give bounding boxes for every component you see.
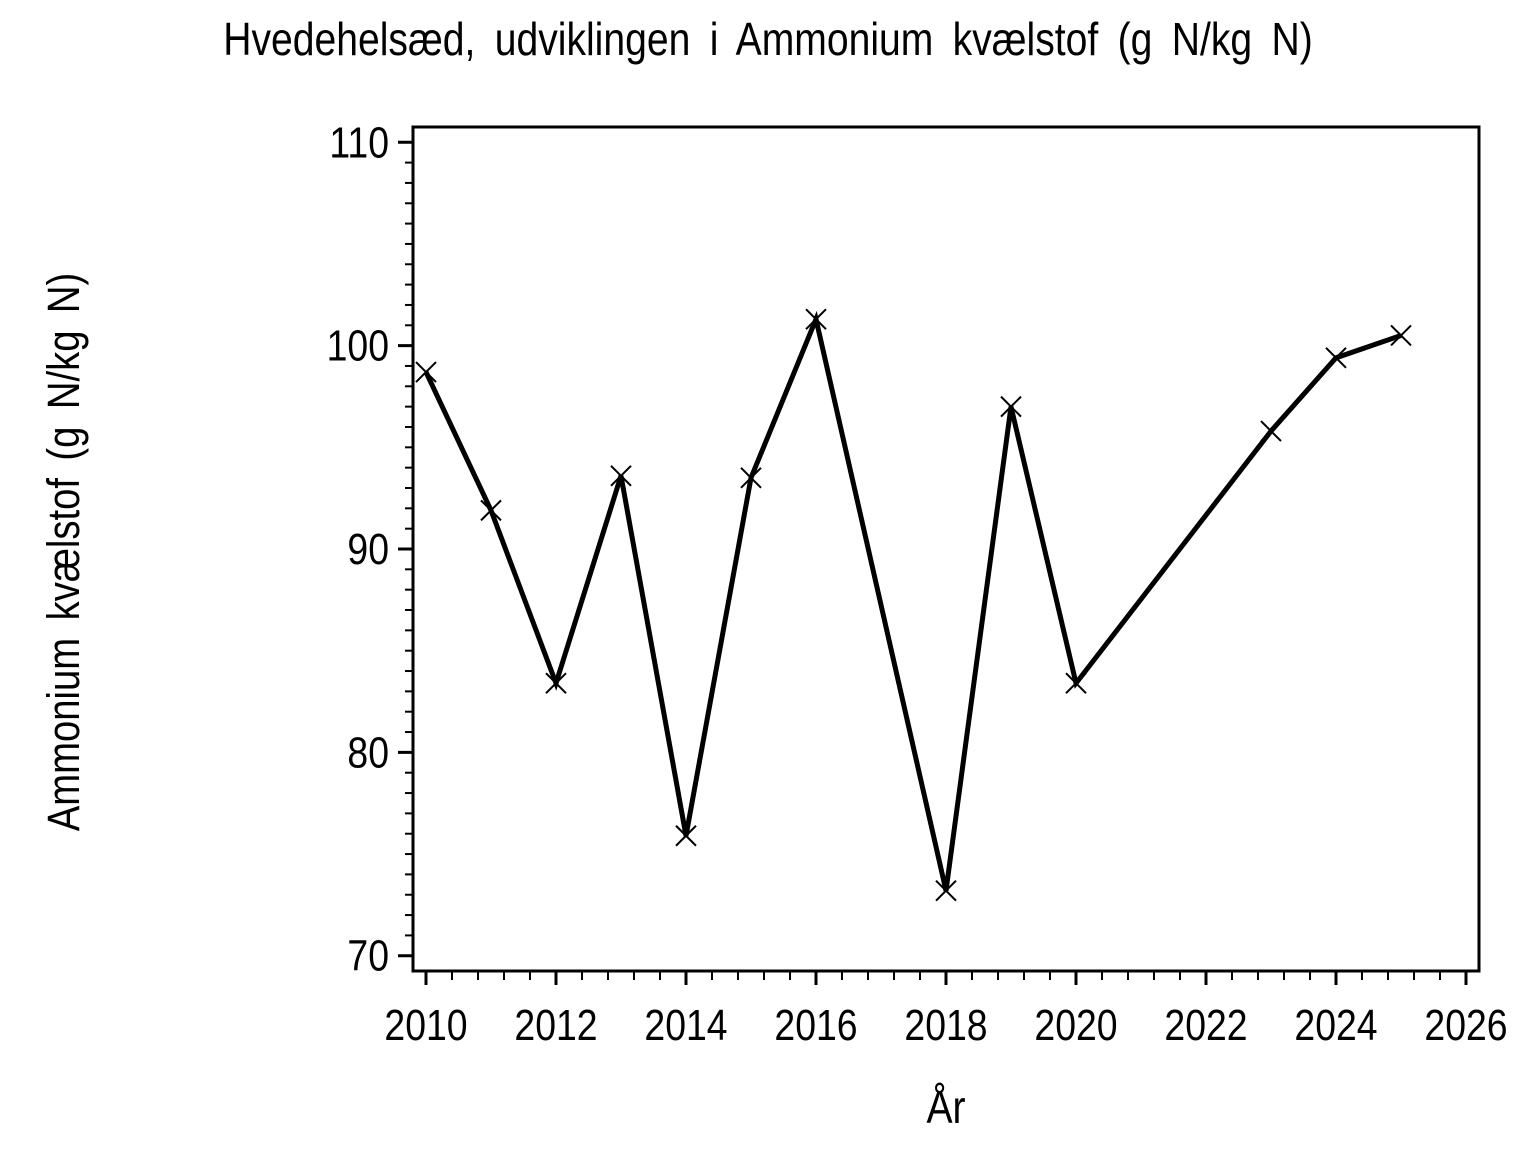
data-point-marker bbox=[740, 467, 762, 489]
chart-title: Hvedehelsæd, udviklingen i Ammonium kvæl… bbox=[223, 13, 1313, 65]
y-tick-label: 80 bbox=[347, 728, 389, 778]
data-point-marker bbox=[415, 361, 437, 383]
x-tick-label: 2014 bbox=[644, 1000, 727, 1050]
data-point-marker bbox=[1325, 347, 1347, 369]
x-tick-label: 2020 bbox=[1034, 1000, 1117, 1050]
x-tick-label: 2010 bbox=[384, 1000, 467, 1050]
series-line bbox=[423, 310, 1402, 892]
data-point-marker bbox=[545, 672, 567, 694]
x-tick-label: 2026 bbox=[1424, 1000, 1507, 1050]
data-point-marker bbox=[1000, 395, 1022, 418]
data-point-marker bbox=[805, 308, 827, 330]
data-point-marker bbox=[610, 465, 632, 487]
data-point-marker bbox=[1065, 672, 1087, 694]
x-tick-label: 2016 bbox=[774, 1000, 857, 1050]
x-tick-label: 2024 bbox=[1294, 1000, 1377, 1050]
data-point-marker bbox=[480, 499, 502, 522]
data-point-marker bbox=[1260, 420, 1282, 442]
y-tick-label: 110 bbox=[329, 117, 389, 167]
data-point-marker bbox=[675, 825, 697, 847]
x-tick-label: 2012 bbox=[514, 1000, 597, 1050]
x-tick-label: 2018 bbox=[904, 1000, 987, 1050]
y-tick-label: 70 bbox=[347, 931, 389, 981]
x-tick-label: 2022 bbox=[1164, 1000, 1247, 1050]
y-tick-label: 100 bbox=[327, 321, 389, 371]
data-point-marker bbox=[1390, 324, 1412, 347]
y-tick-label: 90 bbox=[347, 524, 389, 574]
data-point-marker bbox=[935, 879, 957, 902]
x-axis-title: År bbox=[926, 1081, 966, 1133]
plot-frame bbox=[411, 125, 1481, 973]
